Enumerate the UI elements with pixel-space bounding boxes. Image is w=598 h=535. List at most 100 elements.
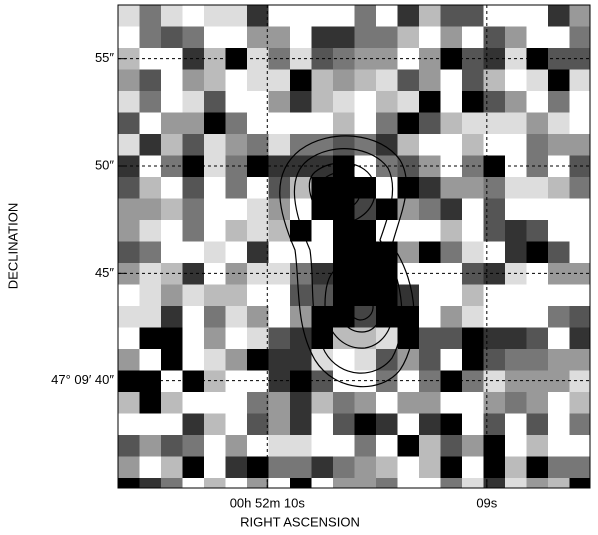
pixel <box>290 263 312 285</box>
pixel <box>182 220 205 242</box>
pixel <box>440 241 463 264</box>
pixel <box>526 413 549 436</box>
pixel <box>440 435 463 457</box>
pixel <box>139 392 162 414</box>
pixel <box>376 48 398 70</box>
pixel <box>333 26 355 49</box>
pixel <box>290 198 312 221</box>
pixel <box>548 91 570 113</box>
pixel <box>290 26 312 49</box>
pixel <box>225 263 248 285</box>
pixel <box>569 5 590 27</box>
pixel <box>204 69 226 92</box>
pixel <box>440 349 463 371</box>
pixel <box>419 177 441 199</box>
pixel <box>419 392 441 414</box>
pixel <box>204 435 226 457</box>
pixel <box>225 69 248 92</box>
pixel <box>483 91 506 113</box>
pixel <box>376 177 398 199</box>
pixel <box>376 284 398 307</box>
pixel <box>397 198 420 221</box>
pixel <box>139 478 162 488</box>
pixel <box>569 349 590 371</box>
pixel <box>225 456 248 479</box>
pixel <box>440 155 463 178</box>
pixel <box>505 349 527 371</box>
pixel <box>483 26 506 49</box>
pixel <box>548 220 570 242</box>
image <box>118 5 590 488</box>
pixel <box>483 284 506 307</box>
pixel <box>161 263 183 285</box>
pixel <box>333 112 355 135</box>
pixel <box>118 349 140 371</box>
pixel <box>161 478 183 488</box>
pixel <box>182 69 205 92</box>
pixel <box>268 69 291 92</box>
pixel <box>397 392 420 414</box>
pixel <box>247 220 269 242</box>
pixel <box>569 69 590 92</box>
pixel <box>397 220 420 242</box>
pixel <box>419 306 441 328</box>
pixel <box>311 370 334 393</box>
pixel <box>225 370 248 393</box>
pixel <box>290 134 312 156</box>
pixel <box>526 155 549 178</box>
pixel <box>462 478 484 488</box>
pixel <box>161 241 183 264</box>
pixel <box>139 5 162 27</box>
pixel <box>290 5 312 27</box>
pixel <box>182 134 205 156</box>
pixel <box>290 220 312 242</box>
pixel <box>311 26 334 49</box>
pixel <box>225 26 248 49</box>
pixel <box>548 392 570 414</box>
pixel <box>118 134 140 156</box>
pixel <box>569 177 590 199</box>
pixel <box>483 392 506 414</box>
pixel <box>225 478 248 488</box>
contour <box>321 171 362 211</box>
contour <box>308 162 376 222</box>
pixel <box>376 26 398 49</box>
pixel <box>548 177 570 199</box>
pixel <box>182 5 205 27</box>
pixel <box>290 91 312 113</box>
pixel <box>526 112 549 135</box>
pixel <box>483 263 506 285</box>
pixel <box>290 478 312 488</box>
pixel <box>376 306 398 328</box>
pixel <box>505 306 527 328</box>
pixel <box>118 69 140 92</box>
y-tick-label: 45″ <box>95 265 114 280</box>
pixel <box>161 177 183 199</box>
pixel <box>118 220 140 242</box>
pixel <box>182 284 205 307</box>
pixel <box>118 435 140 457</box>
pixel <box>118 5 140 27</box>
pixel <box>354 91 377 113</box>
pixel <box>548 26 570 49</box>
pixel <box>118 112 140 135</box>
pixel <box>333 69 355 92</box>
y-tick-label: 50″ <box>95 157 114 172</box>
pixel <box>462 91 484 113</box>
pixel <box>225 177 248 199</box>
pixel <box>548 69 570 92</box>
pixel <box>526 91 549 113</box>
pixel <box>161 284 183 307</box>
pixel <box>182 241 205 264</box>
pixel <box>333 327 355 350</box>
plot-frame <box>117 4 591 489</box>
pixel <box>548 198 570 221</box>
pixel <box>204 413 226 436</box>
pixel <box>526 327 549 350</box>
pixel <box>376 263 398 285</box>
pixel <box>247 435 269 457</box>
pixel <box>505 91 527 113</box>
pixel <box>462 26 484 49</box>
pixel <box>419 134 441 156</box>
pixel <box>397 456 420 479</box>
